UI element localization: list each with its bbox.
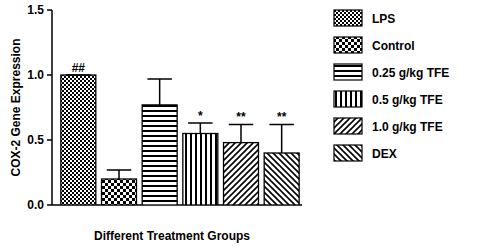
error-bar (269, 124, 293, 153)
y-tick (47, 9, 52, 11)
legend-label: 0.25 g/kg TFE (372, 66, 449, 80)
y-tick-label: 1.5 (27, 3, 44, 17)
legend: LPS Control 0.25 g/kg TFE 0.5 g/kg TFE 1.0 g… (334, 10, 449, 161)
y-tick (47, 204, 52, 206)
legend-swatch (334, 64, 362, 80)
significance-mark: ## (72, 61, 86, 75)
legend-label: 1.0 g/kg TFE (372, 120, 443, 134)
error-bar (188, 123, 212, 133)
annotations: ##***** (72, 61, 287, 124)
legend-swatch (334, 145, 362, 161)
error-bar (229, 124, 253, 142)
bar (61, 75, 96, 205)
y-tick (47, 74, 52, 76)
legend-swatch (334, 91, 362, 107)
legend-swatch (334, 10, 362, 26)
y-axis-label: COX-2 Gene Expression (9, 38, 23, 176)
bar (102, 179, 137, 205)
y-tick-label: 1.0 (27, 68, 44, 82)
significance-mark: ** (236, 110, 246, 124)
x-axis-label: Different Treatment Groups (94, 229, 250, 243)
significance-mark: * (198, 109, 203, 123)
bar (183, 134, 218, 206)
error-bar (147, 79, 171, 105)
bar (142, 105, 177, 205)
bar (224, 143, 259, 205)
chart: 0.0 0.5 1.0 1.5 COX-2 Gene Expression Differe… (0, 0, 500, 250)
significance-mark: ** (277, 110, 287, 124)
legend-label: 0.5 g/kg TFE (372, 93, 443, 107)
y-axis (51, 10, 53, 205)
legend-label: LPS (372, 12, 395, 26)
y-tick-label: 0.5 (27, 133, 44, 147)
y-tick (47, 139, 52, 141)
bar (264, 153, 299, 205)
legend-label: DEX (372, 147, 397, 161)
error-bar (107, 170, 131, 179)
legend-swatch (334, 118, 362, 134)
y-tick-label: 0.0 (27, 198, 44, 212)
legend-swatch (334, 37, 362, 53)
bars (61, 75, 299, 205)
legend-label: Control (372, 39, 415, 53)
